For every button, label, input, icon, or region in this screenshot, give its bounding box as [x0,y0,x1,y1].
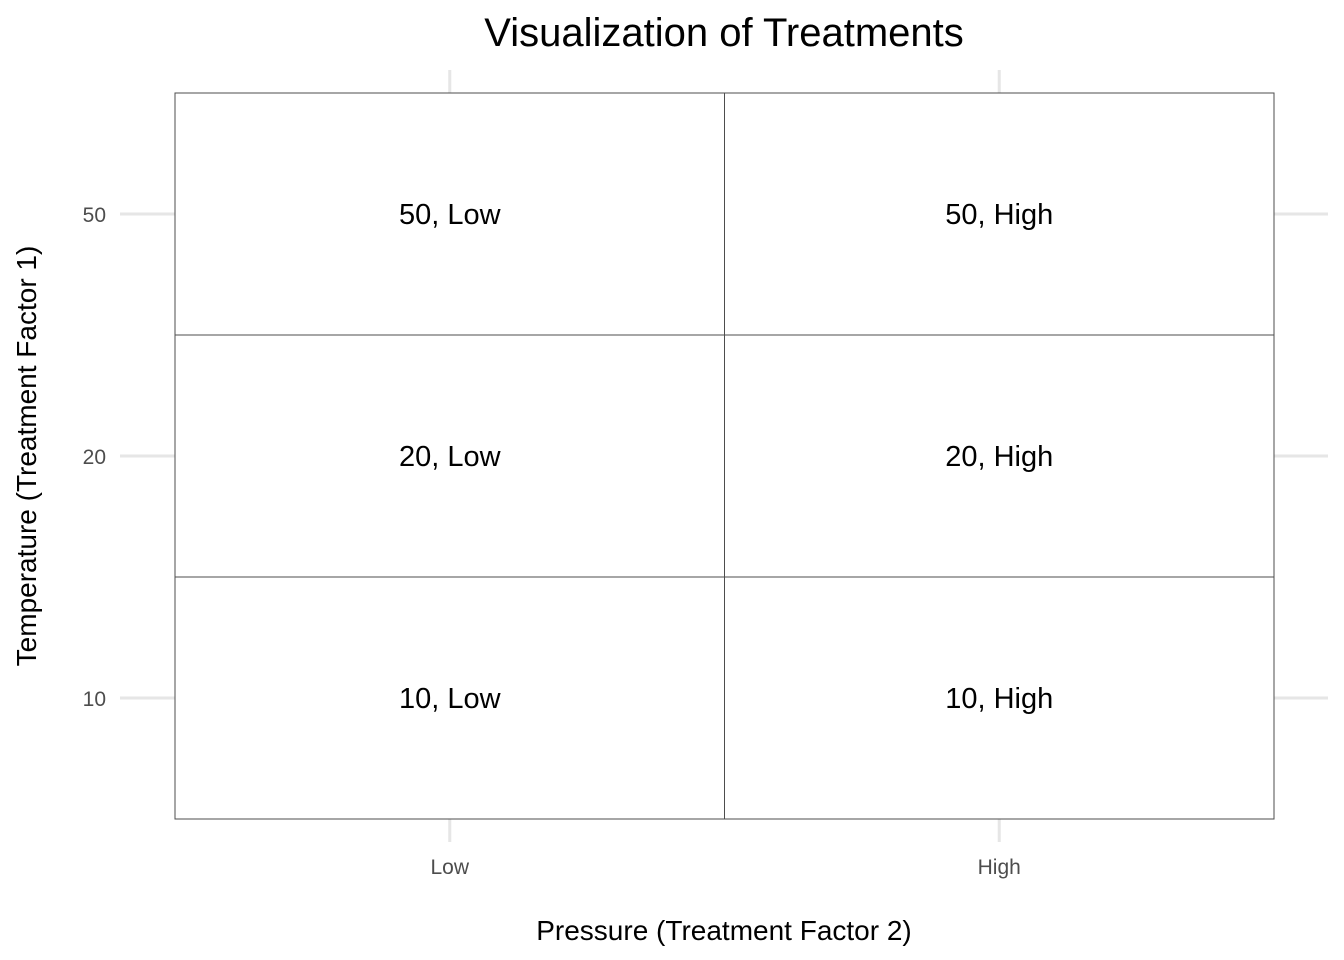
treatment-cell [174,576,725,820]
treatment-cell-label: 20, Low [399,441,502,473]
y-tick-label: 50 [83,204,106,227]
tick-labels: Low High 10 20 50 [83,204,1021,879]
treatment-cell [724,334,1275,578]
treatment-cell [724,92,1275,336]
y-axis-title: Temperature (Treatment Factor 1) [11,246,42,667]
treatment-cell [174,92,725,336]
chart-title: Visualization of Treatments [484,11,964,55]
treatment-cell-label: 10, Low [399,683,502,715]
x-tick-label: Low [430,856,469,879]
treatment-cell-label: 50, High [945,199,1053,231]
treatment-cell [174,334,725,578]
treatment-cell [724,576,1275,820]
treatment-cell-label: 10, High [945,683,1053,715]
y-tick-label: 20 [83,446,106,469]
y-tick-label: 10 [83,688,106,711]
x-axis-title: Pressure (Treatment Factor 2) [536,915,912,946]
treatment-cell-label: 20, High [945,441,1053,473]
treatment-cells: 10, Low 10, High 20, Low 20, High 50, Low 50,… [174,92,1275,820]
treatment-cell-label: 50, Low [399,199,502,231]
x-tick-label: High [978,856,1021,879]
